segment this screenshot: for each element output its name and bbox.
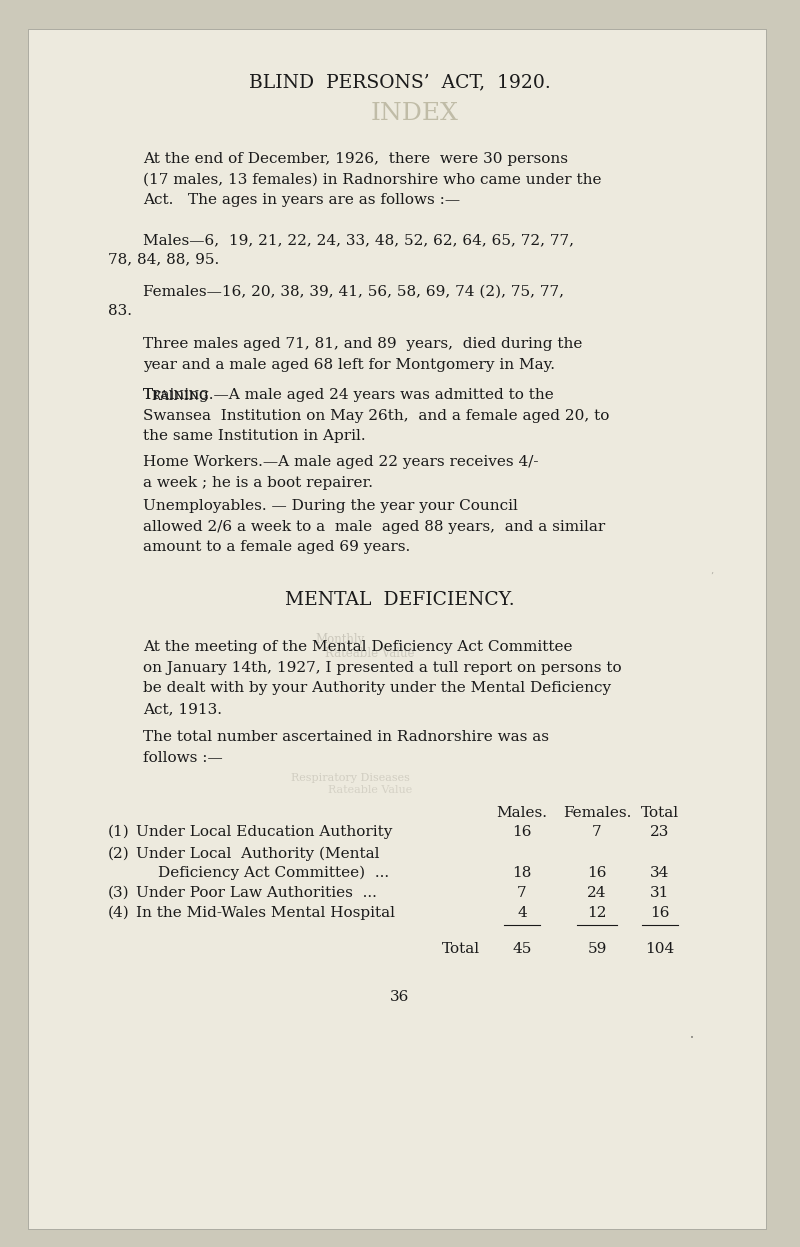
Text: 16: 16 (650, 907, 670, 920)
Text: Training.—A male aged 24 years was admitted to the
Swansea  Institution on May 2: Training.—A male aged 24 years was admit… (143, 388, 610, 443)
Text: Three males aged 71, 81, and 89  years,  died during the
year and a male aged 68: Three males aged 71, 81, and 89 years, d… (143, 337, 582, 372)
Text: (3): (3) (108, 887, 130, 900)
Text: Total: Total (641, 806, 679, 821)
Text: 104: 104 (646, 941, 674, 956)
Text: 16: 16 (587, 865, 606, 880)
Text: At the meeting of the Mental Deficiency Act Committee
on January 14th, 1927, I p: At the meeting of the Mental Deficiency … (143, 640, 622, 716)
Text: Females.: Females. (563, 806, 631, 821)
Text: Respiratory Diseases: Respiratory Diseases (290, 773, 410, 783)
Text: Males—6,  19, 21, 22, 24, 33, 48, 52, 62, 64, 65, 72, 77,: Males—6, 19, 21, 22, 24, 33, 48, 52, 62,… (143, 233, 574, 247)
Text: The total number ascertained in Radnorshire was as
follows :—: The total number ascertained in Radnorsh… (143, 729, 549, 764)
Text: Total: Total (442, 941, 480, 956)
Text: Under Poor Law Authorities  ...: Under Poor Law Authorities ... (136, 887, 377, 900)
Text: 4: 4 (517, 907, 527, 920)
Text: 7: 7 (517, 887, 527, 900)
Text: Deficiency Act Committee)  ...: Deficiency Act Committee) ... (158, 865, 389, 880)
Text: 59: 59 (587, 941, 606, 956)
Text: 78, 84, 88, 95.: 78, 84, 88, 95. (108, 252, 219, 266)
Text: T: T (143, 388, 153, 402)
Text: 45: 45 (512, 941, 532, 956)
Text: (2): (2) (108, 847, 130, 860)
Text: (4): (4) (108, 907, 130, 920)
Text: 23: 23 (650, 826, 670, 839)
Text: 31: 31 (650, 887, 670, 900)
Text: 7: 7 (592, 826, 602, 839)
Text: Monthly: Monthly (315, 633, 365, 646)
Text: 36: 36 (390, 990, 410, 1004)
Text: 83.: 83. (108, 304, 132, 318)
Text: ’: ’ (710, 572, 713, 581)
Text: Under Local Education Authority: Under Local Education Authority (136, 826, 392, 839)
Text: 18: 18 (512, 865, 532, 880)
Text: INDEX: INDEX (371, 101, 459, 125)
Text: MENTAL  DEFICIENCY.: MENTAL DEFICIENCY. (285, 591, 515, 609)
Text: 16: 16 (512, 826, 532, 839)
Text: 34: 34 (650, 865, 670, 880)
Text: In the Mid-Wales Mental Hospital: In the Mid-Wales Mental Hospital (136, 907, 395, 920)
Text: Males.: Males. (497, 806, 547, 821)
Text: 12: 12 (587, 907, 606, 920)
Text: At the end of December, 1926,  there  were 30 persons
(17 males, 13 females) in : At the end of December, 1926, there were… (143, 152, 602, 207)
Text: (1): (1) (108, 826, 130, 839)
FancyBboxPatch shape (28, 29, 766, 1230)
Text: RAINING: RAINING (151, 390, 209, 403)
Text: Under Local  Authority (Mental: Under Local Authority (Mental (136, 847, 379, 862)
Text: 24: 24 (587, 887, 606, 900)
Text: BLIND  PERSONS’  ACT,  1920.: BLIND PERSONS’ ACT, 1920. (249, 74, 551, 91)
Text: Training.—A male aged 24 years was admitted to the
Swansea  Institution on May 2: Training.—A male aged 24 years was admit… (143, 388, 610, 443)
Text: Home Workers.—A male aged 22 years receives 4/-
a week ; he is a boot repairer.: Home Workers.—A male aged 22 years recei… (143, 455, 538, 490)
Text: •: • (690, 1035, 694, 1041)
Text: Rateable Value: Rateable Value (326, 647, 414, 660)
Text: Unemployables. — During the year your Council
allowed 2/6 a week to a  male  age: Unemployables. — During the year your Co… (143, 499, 606, 554)
Text: Rateable Value: Rateable Value (328, 786, 412, 796)
Text: Females—16, 20, 38, 39, 41, 56, 58, 69, 74 (2), 75, 77,: Females—16, 20, 38, 39, 41, 56, 58, 69, … (143, 286, 564, 299)
